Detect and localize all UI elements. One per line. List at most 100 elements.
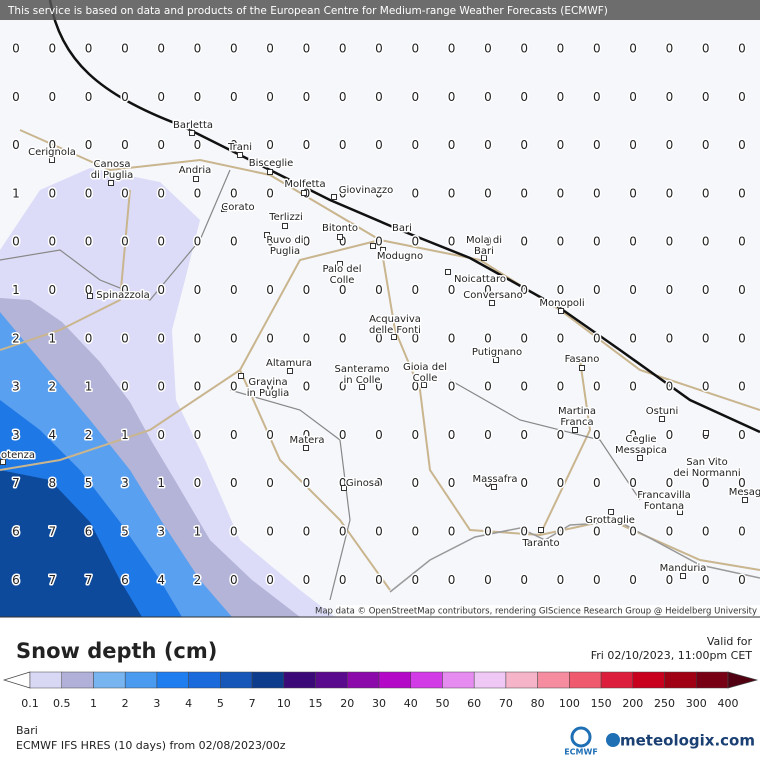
grid-value: 0 (557, 283, 565, 297)
grid-value: 0 (666, 42, 674, 56)
grid-value: 0 (157, 283, 165, 297)
grid-value: 0 (266, 476, 274, 490)
place-label: Ruvo di (266, 235, 303, 246)
grid-value: 0 (230, 428, 238, 442)
grid-value: 0 (702, 331, 710, 345)
grid-value: 0 (266, 573, 274, 587)
legend-label: 250 (654, 697, 675, 710)
place-label: Mesag (729, 487, 760, 498)
grid-value: 0 (303, 283, 311, 297)
grid-value: 0 (629, 283, 637, 297)
legend-swatch (29, 671, 62, 689)
grid-value: 0 (484, 573, 492, 587)
grid-value: 0 (448, 331, 456, 345)
grid-value: 0 (303, 525, 311, 539)
grid-value: 2 (12, 331, 20, 345)
place-marker (87, 293, 93, 299)
grid-value: 0 (266, 235, 274, 249)
attribution: Map data © OpenStreetMap contributors, r… (315, 607, 757, 617)
legend-swatch (156, 671, 189, 689)
grid-value: 0 (339, 476, 347, 490)
legend-label: 200 (622, 697, 643, 710)
coastline (48, 0, 760, 434)
grid-value: 1 (121, 428, 129, 442)
grid-value: 0 (303, 90, 311, 104)
grid-value: 0 (194, 476, 202, 490)
place-label: Massafra (472, 474, 517, 485)
grid-value: 0 (520, 283, 528, 297)
grid-value: 0 (520, 428, 528, 442)
legend-label: 1 (90, 697, 97, 710)
place-label: Monopoli (539, 298, 584, 309)
grid-value: 1 (85, 380, 93, 394)
grid-value: 0 (411, 138, 419, 152)
grid-value: 0 (339, 42, 347, 56)
legend-swatch (537, 671, 570, 689)
legend-swatch (442, 671, 475, 689)
place-marker (489, 300, 495, 306)
grid-value: 0 (339, 283, 347, 297)
grid-value: 0 (448, 428, 456, 442)
grid-value: 0 (629, 235, 637, 249)
grid-value: 0 (375, 331, 383, 345)
place-label: Conversano (463, 290, 522, 301)
grid-value: 7 (12, 476, 20, 490)
place-marker (608, 509, 614, 515)
place-label: Manduria (660, 563, 707, 574)
grid-value: 0 (121, 283, 129, 297)
admin-borders (0, 169, 641, 601)
grid-value: 0 (593, 138, 601, 152)
legend-swatch (93, 671, 126, 689)
grid-value: 6 (12, 525, 20, 539)
legend-swatch (315, 671, 348, 689)
legend-arrow-low (2, 671, 31, 689)
grid-value: 0 (593, 186, 601, 200)
grid-value: 0 (339, 380, 347, 394)
grid-value: 0 (339, 90, 347, 104)
grid-value: 0 (411, 186, 419, 200)
grid-value: 0 (194, 331, 202, 345)
legend-swatch (410, 671, 443, 689)
place-label: Terlizzi (268, 212, 303, 223)
grid-value: 0 (629, 186, 637, 200)
meteologix-logo: meteologix.com (620, 732, 755, 750)
place-marker (558, 308, 564, 314)
legend-label: 40 (404, 697, 418, 710)
grid-value: 0 (375, 283, 383, 297)
place-label: Acquaviva (369, 314, 421, 325)
grid-value: 0 (85, 42, 93, 56)
grid-value: 0 (702, 283, 710, 297)
grid-value: 0 (411, 42, 419, 56)
grid-value: 0 (738, 428, 746, 442)
grid-value: 0 (303, 235, 311, 249)
legend-swatch (569, 671, 602, 689)
grid-value: 0 (411, 525, 419, 539)
grid-value: 0 (593, 90, 601, 104)
grid-value: 0 (520, 331, 528, 345)
place-label: Trani (227, 142, 252, 153)
grid-value: 0 (194, 186, 202, 200)
grid-value: 0 (484, 476, 492, 490)
grid-value: 6 (121, 573, 129, 587)
legend-label: 20 (340, 697, 354, 710)
grid-value: 0 (266, 42, 274, 56)
grid-value: 0 (666, 525, 674, 539)
place-marker (421, 382, 427, 388)
grid-value: 0 (303, 476, 311, 490)
grid-value: 0 (666, 573, 674, 587)
grid-value: 0 (266, 186, 274, 200)
legend-label: 2 (122, 697, 129, 710)
place-marker (637, 455, 643, 461)
grid-value: 0 (666, 186, 674, 200)
grid-value: 1 (157, 476, 165, 490)
grid-value: 0 (520, 525, 528, 539)
grid-value: 0 (629, 138, 637, 152)
grid-value: 0 (520, 235, 528, 249)
place-label: Ginosa (346, 478, 380, 489)
grid-value: 0 (303, 138, 311, 152)
snow-shading (0, 168, 335, 617)
legend-label: 3 (153, 697, 160, 710)
grid-value: 0 (230, 186, 238, 200)
grid-value: 0 (666, 331, 674, 345)
grid-value: 0 (339, 428, 347, 442)
